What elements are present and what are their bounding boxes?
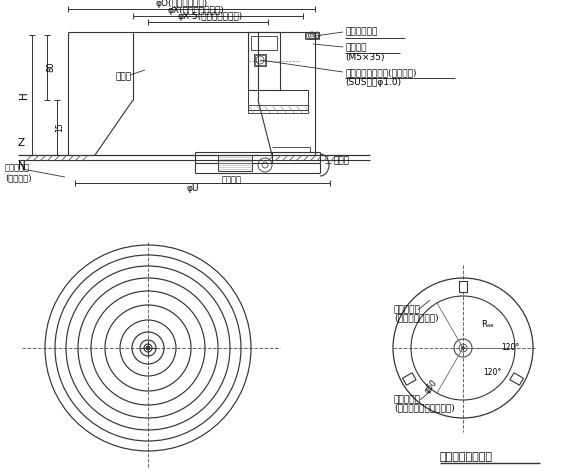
Text: 天井ボード
(責社施工): 天井ボード (責社施工) [5, 163, 31, 182]
Text: 落下防止ワイヤー(フック付): 落下防止ワイヤー(フック付) [345, 68, 416, 77]
Text: φO(天井開口寸法): φO(天井開口寸法) [155, 0, 207, 8]
Text: 120°: 120° [501, 343, 519, 352]
Text: (M5×35): (M5×35) [345, 53, 385, 62]
Circle shape [147, 346, 150, 349]
Text: ブラケット位置図: ブラケット位置図 [440, 452, 493, 462]
Text: (SUS製　φ1.0): (SUS製 φ1.0) [345, 78, 401, 87]
Text: 120°: 120° [483, 368, 501, 377]
Bar [251, 36, 277, 50]
Text: H: H [19, 91, 29, 99]
Text: (取付ビス受け用): (取付ビス受け用) [394, 313, 438, 322]
Text: φX(ネック内径寸法): φX(ネック内径寸法) [168, 6, 225, 15]
Text: ブラケット: ブラケット [394, 395, 421, 404]
Text: ブラケット: ブラケット [394, 305, 421, 314]
Circle shape [462, 346, 465, 349]
Polygon shape [459, 280, 467, 292]
Bar [248, 32, 280, 90]
Polygon shape [403, 373, 416, 385]
Text: (落下防止フック固定用): (落下防止フック固定用) [394, 403, 455, 412]
Text: φX-5(ダクト外径寸法): φX-5(ダクト外径寸法) [178, 12, 243, 21]
Bar [248, 105, 308, 113]
Text: 取付ビス: 取付ビス [345, 43, 367, 52]
Bar [305, 32, 319, 39]
Bar [248, 90, 308, 110]
Text: Rₐₑ: Rₐₑ [481, 320, 494, 329]
Text: φ60: φ60 [423, 378, 440, 395]
Text: 中コーン: 中コーン [222, 175, 242, 184]
Text: 15: 15 [56, 122, 64, 132]
Text: アネモ: アネモ [333, 157, 349, 166]
Bar [306, 33, 318, 38]
Polygon shape [510, 373, 524, 385]
Bar [255, 55, 265, 65]
Text: N: N [18, 161, 26, 171]
Text: 相ブラケット: 相ブラケット [345, 27, 377, 36]
Text: Z: Z [18, 138, 25, 148]
Text: 80: 80 [46, 62, 56, 72]
Text: ネック: ネック [115, 72, 131, 81]
Bar [254, 54, 266, 66]
Text: φU: φU [187, 184, 200, 193]
